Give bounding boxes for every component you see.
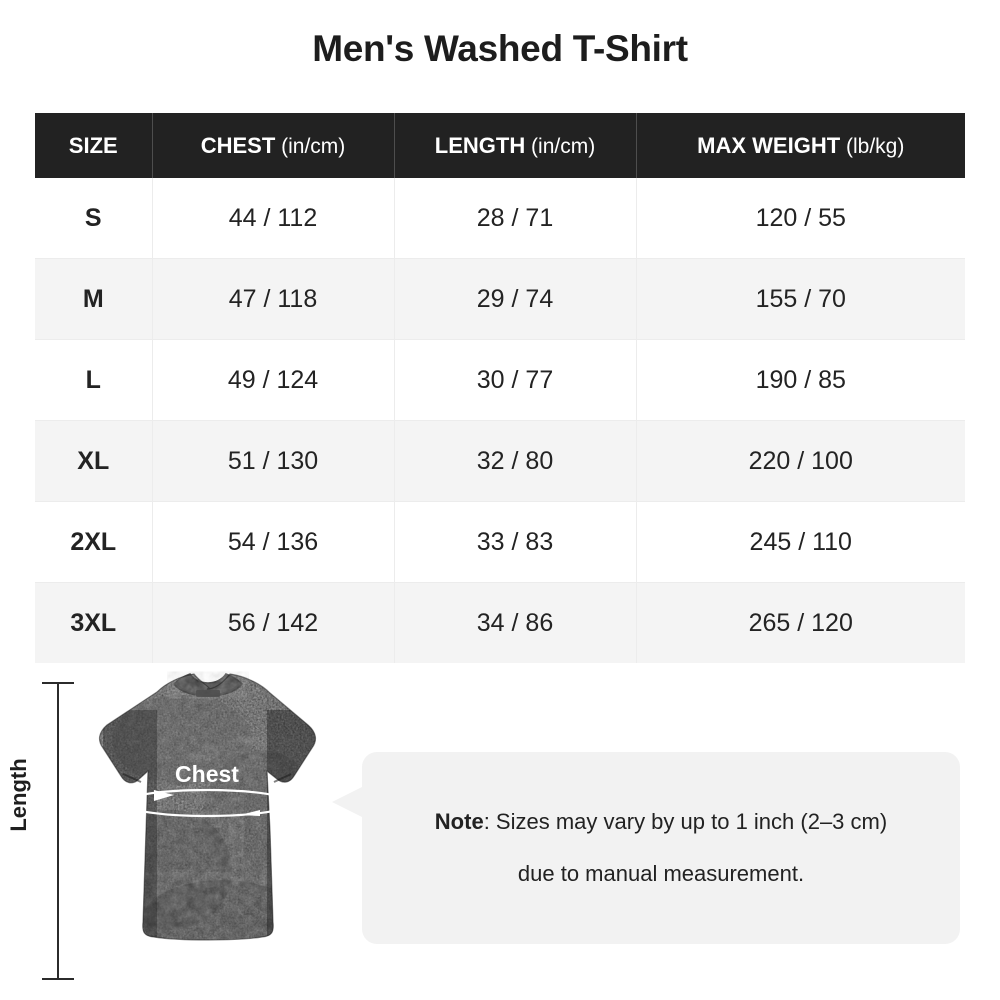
table-row: L 49 / 124 30 / 77 190 / 85 bbox=[35, 339, 965, 421]
cell-size: 2XL bbox=[35, 501, 153, 583]
chest-label: Chest bbox=[175, 761, 239, 787]
cell-chest: 47 / 118 bbox=[152, 258, 395, 340]
table-header: SIZE CHEST (in/cm) LENGTH (in/cm) MAX WE… bbox=[35, 113, 965, 178]
tshirt-icon: Chest bbox=[98, 673, 317, 941]
cell-size: 3XL bbox=[35, 582, 153, 663]
table-body: S 44 / 112 28 / 71 120 / 55 M 47 / 118 2… bbox=[35, 178, 965, 663]
tshirt-illustration: Chest bbox=[62, 670, 352, 990]
cell-max-weight: 265 / 120 bbox=[748, 608, 853, 637]
measurement-illustration: Length bbox=[0, 660, 1000, 1000]
length-label: Length bbox=[2, 730, 36, 860]
column-header-chest-unit: (in/cm) bbox=[275, 134, 346, 158]
cell-size: XL bbox=[35, 420, 153, 502]
cell-chest: 49 / 124 bbox=[152, 339, 395, 421]
table-header-row: SIZE CHEST (in/cm) LENGTH (in/cm) MAX WE… bbox=[35, 113, 965, 178]
neck-tag bbox=[196, 690, 220, 697]
cell-chest: 44 / 112 bbox=[152, 178, 395, 259]
table-row: S 44 / 112 28 / 71 120 / 55 bbox=[35, 178, 965, 259]
column-header-max-weight-main: MAX WEIGHT bbox=[697, 132, 841, 158]
cell-max-weight: 190 / 85 bbox=[636, 339, 965, 421]
cell-length: 28 / 71 bbox=[394, 178, 637, 259]
column-header-length-main: LENGTH bbox=[434, 132, 526, 158]
cell-length: 34 / 86 bbox=[394, 582, 637, 663]
cell-max-weight: 155 / 70 bbox=[636, 258, 965, 340]
size-chart-table: SIZE CHEST (in/cm) LENGTH (in/cm) MAX WE… bbox=[35, 113, 965, 663]
length-measurement-bracket bbox=[38, 682, 78, 980]
table-row: 3XL 56 / 142 34 / 86 265 / 120 bbox=[35, 582, 965, 663]
column-header-size: SIZE bbox=[35, 113, 153, 178]
column-header-chest-main: CHEST bbox=[200, 132, 276, 158]
note-bubble: Note: Sizes may vary by up to 1 inch (2–… bbox=[362, 752, 960, 944]
note-text: Note: Sizes may vary by up to 1 inch (2–… bbox=[381, 796, 941, 900]
column-header-chest: CHEST (in/cm) bbox=[152, 113, 395, 178]
cell-chest: 56 / 142 bbox=[152, 582, 395, 663]
note-bubble-tail bbox=[332, 786, 364, 818]
note-separator: : bbox=[483, 809, 496, 834]
column-header-size-main: SIZE bbox=[68, 132, 118, 158]
column-header-length-unit: (in/cm) bbox=[525, 134, 596, 158]
note-label: Note bbox=[434, 809, 484, 834]
note-line-2: due to manual measurement. bbox=[517, 861, 805, 886]
cell-size: M bbox=[35, 258, 153, 340]
chest-measurement-arrow bbox=[121, 788, 293, 818]
cell-max-weight: 220 / 100 bbox=[636, 420, 965, 502]
cell-length: 33 / 83 bbox=[394, 501, 637, 583]
note-line-1: Sizes may vary by up to 1 inch (2–3 cm) bbox=[495, 809, 888, 834]
page-title: Men's Washed T-Shirt bbox=[312, 28, 688, 69]
table-row: M 47 / 118 29 / 74 155 / 70 bbox=[35, 258, 965, 340]
cell-max-weight: 245 / 110 bbox=[636, 501, 965, 583]
cell-size: L bbox=[35, 339, 153, 421]
cell-length: 29 / 74 bbox=[394, 258, 637, 340]
length-cap-bottom bbox=[42, 978, 74, 980]
cell-length: 32 / 80 bbox=[394, 420, 637, 502]
column-header-length: LENGTH (in/cm) bbox=[394, 113, 637, 178]
length-line bbox=[57, 682, 59, 980]
cell-chest: 54 / 136 bbox=[152, 501, 395, 583]
table-row: XL 51 / 130 32 / 80 220 / 100 bbox=[35, 420, 965, 502]
column-header-max-weight-unit: (lb/kg) bbox=[840, 134, 905, 158]
column-header-max-weight: MAX WEIGHT (lb/kg) bbox=[636, 113, 965, 178]
cell-max-weight: 120 / 55 bbox=[636, 178, 965, 259]
cell-length: 30 / 77 bbox=[394, 339, 637, 421]
cell-chest: 51 / 130 bbox=[152, 420, 395, 502]
table-row: 2XL 54 / 136 33 / 83 245 / 110 bbox=[35, 501, 965, 583]
cell-size: S bbox=[35, 178, 153, 259]
